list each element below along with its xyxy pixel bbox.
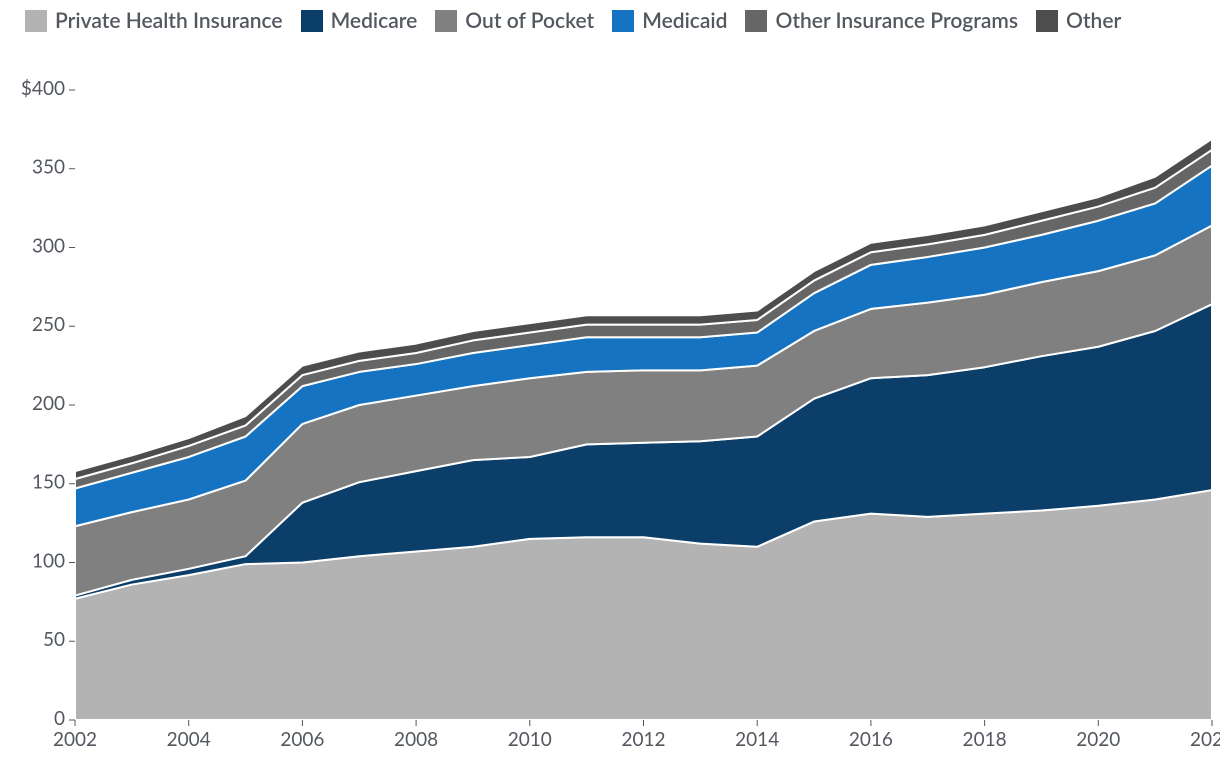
x-tick-label: 2004 [167,728,211,751]
x-tick-label: 2006 [280,728,324,751]
x-tick-label: 2018 [963,728,1007,751]
y-tick-label: 200 [32,392,65,415]
x-tick-label: 2014 [735,728,779,751]
x-tick-label: 2016 [849,728,893,751]
stacked-area-chart: 0 50 100 150 200 250 300 350 $400 2002 2004 2006 200… [0,0,1220,766]
x-tick-label: 2010 [508,728,552,751]
chart-container: Private Health InsuranceMedicareOut of P… [0,0,1220,766]
y-tick-label: 0 [54,707,65,730]
x-tick-label: 2012 [621,728,665,751]
y-tick-label: 150 [32,471,65,494]
y-tick-label: $400 [21,77,65,100]
y-tick-label: 250 [32,313,65,336]
x-tick-label: 2008 [394,728,438,751]
y-tick-label: 300 [32,234,65,257]
y-tick-label: 50 [43,628,65,651]
y-tick-label: 350 [32,156,65,179]
x-tick-label: 2022 [1190,728,1220,751]
x-tick-label: 2020 [1076,728,1120,751]
x-tick-label: 2002 [53,728,97,751]
y-tick-label: 100 [32,549,65,572]
